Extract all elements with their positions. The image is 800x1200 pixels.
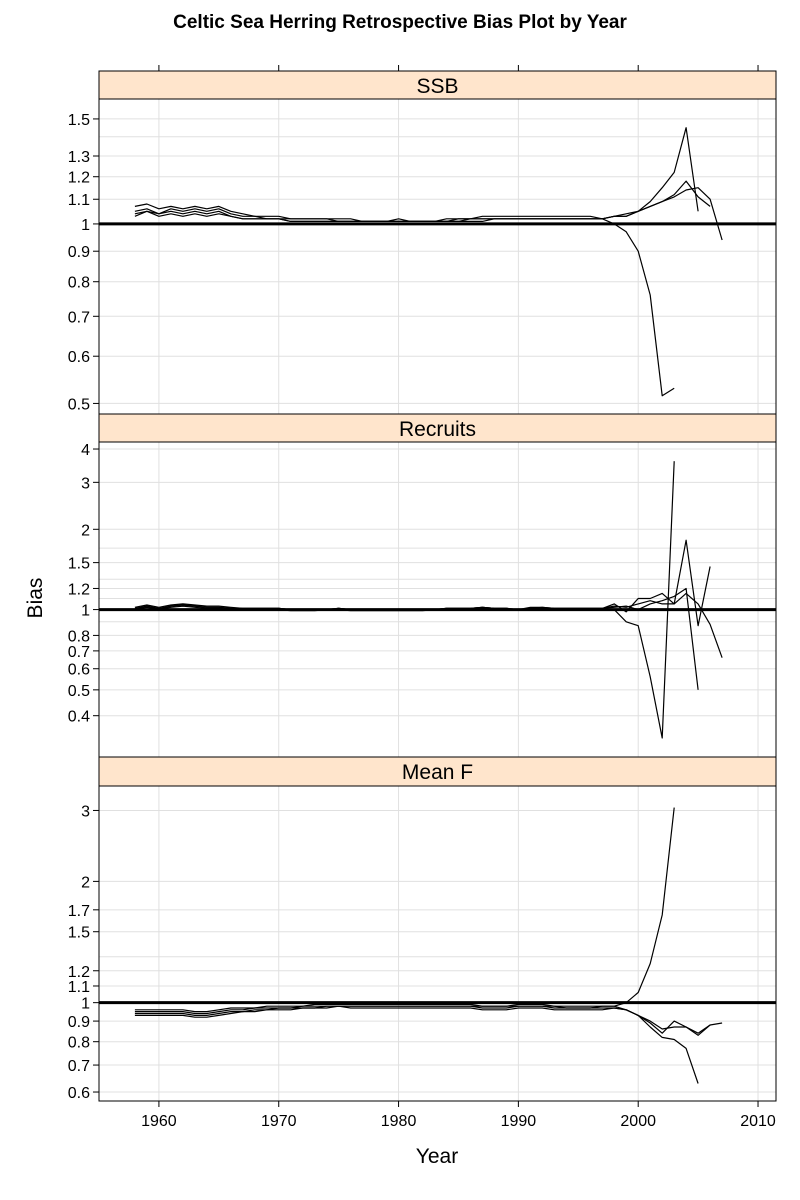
y-tick-label-1.3: 1.3 bbox=[68, 149, 90, 166]
panel-frame-ssb bbox=[98, 98, 777, 415]
series-line-ssb-3 bbox=[134, 127, 699, 222]
panel-frame-mean-f bbox=[98, 785, 777, 1102]
panel-mean-f: Mean F 0.6 0.7 0.8 0.911.11.2 1.5 1.7 2 3 bbox=[68, 756, 777, 1102]
y-tick-label-1.2: 1.2 bbox=[68, 170, 90, 187]
series-line-mean-f-1 bbox=[134, 1005, 723, 1034]
series-line-mean-f-4 bbox=[134, 807, 675, 1013]
strip-label-ssb: SSB bbox=[416, 75, 458, 98]
panels-layer: SSB0.50.60.70.80.911.11.21.31.5Recruits0… bbox=[68, 70, 777, 1102]
y-tick-label-0.6: 0.6 bbox=[68, 662, 90, 679]
y-tick-label-0.8: 0.8 bbox=[68, 628, 90, 645]
y-axis-recruits: 0.4 0.5 0.60.70.8 1 1.2 1.5 2 3 4 bbox=[68, 442, 99, 726]
panel-recruits: Recruits 0.4 0.5 0.60.70.8 1 1.2 1.5 2 3 4 bbox=[68, 413, 777, 758]
series-line-ssb-1 bbox=[134, 187, 723, 241]
y-axis-mean-f: 0.6 0.7 0.8 0.911.11.2 1.5 1.7 2 3 bbox=[68, 803, 99, 1102]
y-tick-label-1.1: 1.1 bbox=[68, 192, 90, 209]
grid-recruits bbox=[99, 442, 776, 757]
x-tick-label-1990: 1990 bbox=[501, 1113, 537, 1130]
strip-mean-f bbox=[98, 756, 777, 787]
x-axis: 1960 1970 1980 1990 2000 2010 bbox=[141, 65, 776, 1130]
x-tick-label-1980: 1980 bbox=[381, 1113, 417, 1130]
y-tick-label-0.9: 0.9 bbox=[68, 244, 90, 261]
y-tick-label-0.9: 0.9 bbox=[68, 1014, 90, 1031]
grid-mean-f bbox=[99, 786, 776, 1101]
y-tick-label-0.4: 0.4 bbox=[68, 709, 90, 726]
strip-label-mean-f: Mean F bbox=[402, 761, 473, 784]
x-tick-label-1960: 1960 bbox=[141, 1113, 177, 1130]
y-tick-label-1.5: 1.5 bbox=[68, 925, 90, 942]
series-line-ssb-4 bbox=[134, 210, 675, 397]
series-line-recruits-2 bbox=[134, 539, 711, 627]
y-tick-label-1.5: 1.5 bbox=[68, 556, 90, 573]
y-tick-label-0.7: 0.7 bbox=[68, 309, 90, 326]
y-tick-label-0.6: 0.6 bbox=[68, 1085, 90, 1102]
y-tick-label-1: 1 bbox=[81, 603, 90, 620]
x-tick-label-2010: 2010 bbox=[740, 1113, 776, 1130]
y-axis-ssb: 0.5 0.6 0.7 0.8 0.9 1 1.1 1.2 1.3 1.5 bbox=[68, 112, 99, 413]
y-axis-title: Bias bbox=[24, 578, 47, 619]
series-line-recruits-4 bbox=[134, 461, 675, 739]
y-tick-label-2: 2 bbox=[81, 522, 90, 539]
y-tick-label-0.7: 0.7 bbox=[68, 644, 90, 661]
series-recruits bbox=[134, 461, 723, 739]
y-tick-label-0.8: 0.8 bbox=[68, 1035, 90, 1052]
chart-title: Celtic Sea Herring Retrospective Bias Pl… bbox=[173, 12, 627, 33]
y-tick-label-1.5: 1.5 bbox=[68, 112, 90, 129]
y-tick-label-1: 1 bbox=[81, 217, 90, 234]
series-line-mean-f-3 bbox=[134, 1005, 699, 1084]
y-tick-label-2: 2 bbox=[81, 874, 90, 891]
y-tick-label-1: 1 bbox=[81, 996, 90, 1013]
y-tick-label-0.6: 0.6 bbox=[68, 349, 90, 366]
strip-ssb bbox=[98, 70, 777, 100]
y-tick-label-1.2: 1.2 bbox=[68, 964, 90, 981]
y-tick-label-3: 3 bbox=[81, 803, 90, 820]
y-tick-label-1.1: 1.1 bbox=[68, 979, 90, 996]
strip-label-recruits: Recruits bbox=[399, 418, 476, 441]
series-line-ssb-2 bbox=[134, 180, 711, 222]
y-tick-label-1.2: 1.2 bbox=[68, 581, 90, 598]
panel-ssb: SSB 0.5 0.6 0.7 0.8 0.9 1 1.1 1.2 1.3 1.5 bbox=[68, 70, 777, 415]
grid-ssb bbox=[99, 99, 776, 414]
x-tick-label-1970: 1970 bbox=[261, 1113, 297, 1130]
y-tick-label-0.5: 0.5 bbox=[68, 396, 90, 413]
y-tick-label-0.5: 0.5 bbox=[68, 683, 90, 700]
y-tick-label-0.7: 0.7 bbox=[68, 1058, 90, 1075]
series-line-recruits-1 bbox=[134, 592, 723, 658]
series-mean-f bbox=[134, 807, 723, 1084]
y-tick-label-3: 3 bbox=[81, 475, 90, 492]
x-tick-label-2000: 2000 bbox=[620, 1113, 656, 1130]
y-tick-label-4: 4 bbox=[81, 442, 90, 459]
y-tick-label-1.7: 1.7 bbox=[68, 903, 90, 920]
series-ssb bbox=[134, 127, 723, 397]
y-tick-label-0.8: 0.8 bbox=[68, 275, 90, 292]
x-axis-title: Year bbox=[416, 1145, 458, 1168]
